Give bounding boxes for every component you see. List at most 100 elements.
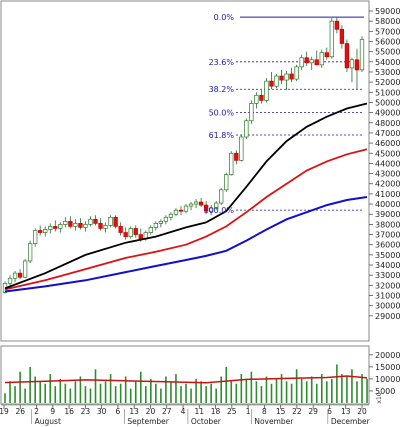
price-tick-label: 44000 xyxy=(375,159,400,168)
candle-up xyxy=(299,57,304,68)
day-label: 29 xyxy=(308,407,318,416)
day-label: 4 xyxy=(181,407,186,416)
price-tick-label: 45000 xyxy=(375,149,400,158)
candle-up xyxy=(244,120,249,138)
candle-up xyxy=(108,216,113,226)
fib-label: 0.0% xyxy=(214,13,235,22)
fibonacci-levels xyxy=(236,16,364,211)
candle-up xyxy=(168,213,174,218)
price-tick-label: 51000 xyxy=(375,88,400,97)
candle-down xyxy=(38,230,43,233)
candle-up xyxy=(7,277,13,284)
day-label: 20 xyxy=(357,407,367,416)
candle-up xyxy=(173,209,179,215)
price-tick-label: 41000 xyxy=(375,190,400,199)
price-tick-label: 49000 xyxy=(375,109,400,118)
candle-down xyxy=(279,75,284,81)
day-label: 26 xyxy=(15,407,25,416)
price-tick-label: 30000 xyxy=(375,302,400,311)
day-label: 27 xyxy=(162,407,172,416)
day-label: 11 xyxy=(194,407,204,416)
price-tick-label: 55000 xyxy=(375,48,400,57)
day-label: 8 xyxy=(262,407,267,416)
candle-up xyxy=(294,66,299,80)
candle-down xyxy=(269,80,274,87)
moving-average-blue xyxy=(4,196,368,293)
candle-down xyxy=(289,73,294,80)
fib-label: 100.0% xyxy=(203,206,234,215)
candle-up xyxy=(224,174,229,191)
candle-down xyxy=(198,201,204,206)
candle-up xyxy=(153,223,158,228)
candle-up xyxy=(193,201,199,205)
volume-tick-label: 20000 xyxy=(375,351,400,360)
candle-up xyxy=(209,207,214,212)
price-tick-label: 47000 xyxy=(375,129,400,138)
price-tick-label: 50000 xyxy=(375,98,400,107)
date-axis: 19 26 2 9 16 23 30 6 13 20 27 4 11 18 25 1 8 15 22 29 6 13 20A… xyxy=(0,404,371,426)
volume-panel xyxy=(0,345,370,405)
price-tick-label: 59000 xyxy=(375,7,400,16)
month-label: December xyxy=(331,417,371,426)
candle-up xyxy=(309,59,314,64)
volume-axis: 20000 15000 10000 5000 xyxy=(369,351,400,396)
price-tick-label: 43000 xyxy=(375,170,400,179)
candle-down xyxy=(344,43,350,69)
candle-up xyxy=(148,227,153,233)
candle-up xyxy=(264,80,269,101)
volume-tick-label: 5000 xyxy=(375,387,395,396)
price-tick-label: 57000 xyxy=(375,27,400,36)
day-label: 13 xyxy=(341,407,351,416)
candlestick-series xyxy=(2,17,365,294)
price-tick-label: 35000 xyxy=(375,251,400,260)
candle-up xyxy=(329,20,334,58)
day-label: 16 xyxy=(64,407,74,416)
candle-down xyxy=(113,216,118,227)
candle-down xyxy=(98,223,103,229)
volume-unit-label: x10 xyxy=(376,392,383,403)
candle-down xyxy=(118,226,123,233)
month-label: October xyxy=(191,417,222,426)
candle-down xyxy=(133,228,138,235)
volume-tick-label: 15000 xyxy=(375,363,400,372)
price-tick-label: 52000 xyxy=(375,78,400,87)
price-tick-label: 32000 xyxy=(375,281,400,290)
candle-down xyxy=(234,152,239,161)
candle-down xyxy=(339,28,345,44)
price-tick-label: 46000 xyxy=(375,139,400,148)
month-label: September xyxy=(127,417,169,426)
candle-up xyxy=(319,52,324,66)
day-label: 20 xyxy=(146,407,156,416)
candle-down xyxy=(314,59,319,66)
fib-label: 38.2% xyxy=(209,85,235,94)
price-tick-label: 37000 xyxy=(375,231,400,240)
candle-up xyxy=(214,202,219,209)
candle-down xyxy=(68,220,73,227)
volume-bars xyxy=(4,364,368,403)
candle-down xyxy=(304,57,309,64)
candle-up xyxy=(219,189,224,204)
fibonacci-labels: 0.0% 23.6% 38.2% 50.0% 61.8% 100.0% xyxy=(203,13,234,215)
price-tick-label: 31000 xyxy=(375,292,400,301)
candle-down xyxy=(93,218,98,224)
candle-up xyxy=(83,224,88,228)
day-label: 2 xyxy=(34,407,39,416)
candle-up xyxy=(274,75,279,87)
candle-up xyxy=(22,260,28,278)
candle-up xyxy=(128,228,133,237)
price-tick-label: 29000 xyxy=(375,312,400,321)
price-tick-label: 40000 xyxy=(375,200,400,209)
price-tick-label: 58000 xyxy=(375,17,400,26)
candle-up xyxy=(48,226,53,230)
price-tick-label: 33000 xyxy=(375,271,400,280)
candle-down xyxy=(123,232,128,237)
candle-down xyxy=(324,52,329,58)
price-tick-label: 42000 xyxy=(375,180,400,189)
price-panel-frame xyxy=(0,0,370,342)
candle-up xyxy=(249,103,254,122)
price-tick-label: 34000 xyxy=(375,261,400,270)
day-label: 13 xyxy=(129,407,139,416)
day-label: 23 xyxy=(81,407,91,416)
